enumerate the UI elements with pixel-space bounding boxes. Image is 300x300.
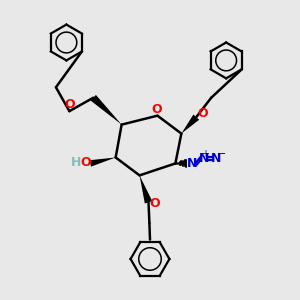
Polygon shape xyxy=(91,95,122,124)
Text: +: + xyxy=(201,149,208,159)
Text: N: N xyxy=(199,152,209,165)
Text: O: O xyxy=(150,197,160,210)
Text: O: O xyxy=(64,98,75,111)
Text: −: − xyxy=(217,149,226,159)
Polygon shape xyxy=(140,176,152,203)
Polygon shape xyxy=(182,115,199,134)
Text: O: O xyxy=(80,156,91,169)
Text: O: O xyxy=(151,103,162,116)
Text: N: N xyxy=(187,157,198,170)
Text: O: O xyxy=(197,107,208,120)
Text: N: N xyxy=(211,152,221,165)
Text: H: H xyxy=(71,156,81,169)
Polygon shape xyxy=(89,158,116,166)
